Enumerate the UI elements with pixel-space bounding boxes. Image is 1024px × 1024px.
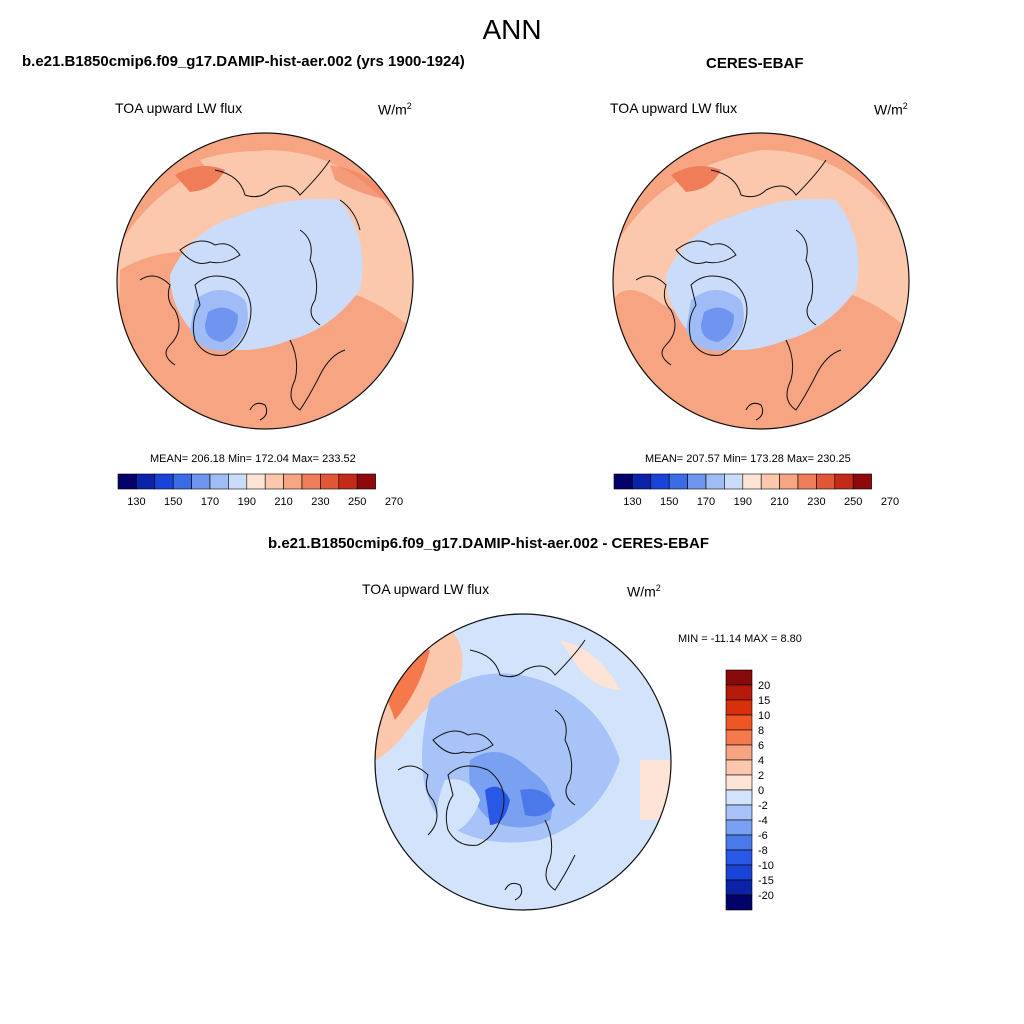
diff-colorbar-tick-label: 2 — [758, 770, 764, 782]
diff-colorbar-swatch — [725, 804, 753, 821]
colorbar-swatch — [816, 473, 836, 490]
colorbar-swatch — [320, 473, 340, 490]
colorbar-tick-label: 190 — [238, 496, 256, 508]
obs-variable-label: TOA upward LW flux — [610, 100, 738, 116]
diff-colorbar-tick-label: 0 — [758, 785, 764, 797]
diff-variable-label: TOA upward LW flux — [362, 581, 490, 597]
colorbar-swatch — [154, 473, 174, 490]
diff-colorbar-tick-label: 10 — [758, 710, 770, 722]
colorbar-swatch — [301, 473, 321, 490]
diff-colorbar-tick-label: 8 — [758, 725, 764, 737]
diff-stats: MIN = -11.14 MAX = 8.80 — [678, 633, 802, 645]
colorbar-swatch — [650, 473, 670, 490]
diff-colorbar-swatch — [725, 699, 753, 716]
colorbar-swatch — [209, 473, 229, 490]
colorbar-swatch — [632, 473, 652, 490]
colorbar-tick-label: 230 — [807, 496, 825, 508]
colorbar-swatch — [356, 473, 376, 490]
diff-colorbar-swatch — [725, 789, 753, 806]
colorbar-tick-label: 270 — [385, 496, 403, 508]
diff-colorbar-tick-label: -10 — [758, 860, 774, 872]
diff-colorbar-swatch — [725, 669, 753, 686]
model-polar-map — [117, 133, 413, 429]
diff-colorbar-tick-label: -20 — [758, 890, 774, 902]
diff-colorbar-tick-label: -15 — [758, 875, 774, 887]
colorbar-swatch — [172, 473, 192, 490]
colorbar-tick-label: 190 — [734, 496, 752, 508]
diff-polar-map — [375, 614, 671, 910]
colorbar-tick-label: 170 — [201, 496, 219, 508]
colorbar-tick-label: 230 — [311, 496, 329, 508]
colorbar-tick-label: 150 — [164, 496, 182, 508]
diff-colorbar-tick-label: 6 — [758, 740, 764, 752]
colorbar-tick-label: 250 — [348, 496, 366, 508]
colorbar-swatch — [779, 473, 799, 490]
colorbar-swatch — [724, 473, 744, 490]
model-units: W/m2 — [378, 101, 412, 118]
colorbar-tick-label: 270 — [881, 496, 899, 508]
colorbar-tick-label: 130 — [127, 496, 145, 508]
colorbar-tick-label: 250 — [844, 496, 862, 508]
figure-title: ANN — [482, 14, 542, 45]
colorbar-swatch — [705, 473, 725, 490]
diff-colorbar-swatch — [725, 759, 753, 776]
model-panel-title: b.e21.B1850cmip6.f09_g17.DAMIP-hist-aer.… — [22, 53, 465, 70]
colorbar-swatch — [668, 473, 688, 490]
colorbar-swatch — [264, 473, 284, 490]
colorbar-swatch — [191, 473, 211, 490]
colorbar-swatch — [117, 473, 137, 490]
colorbar-swatch — [742, 473, 762, 490]
diff-colorbar-swatch — [725, 879, 753, 896]
diff-colorbar-swatch — [725, 864, 753, 881]
colorbar-swatch — [613, 473, 633, 490]
diff-panel-title: b.e21.B1850cmip6.f09_g17.DAMIP-hist-aer.… — [268, 535, 709, 552]
obs-units: W/m2 — [874, 101, 908, 118]
colorbar-swatch — [246, 473, 266, 490]
diff-colorbar-tick-label: -8 — [758, 845, 768, 857]
diff-colorbar-swatch — [725, 684, 753, 701]
diff-colorbar-swatch — [725, 774, 753, 791]
obs-colorbar: 130 150 170 190 210 230 250 270 — [613, 473, 899, 508]
colorbar-tick-label: 210 — [274, 496, 292, 508]
diff-colorbar-tick-label: -6 — [758, 830, 768, 842]
model-stats: MEAN= 206.18 Min= 172.04 Max= 233.52 — [150, 453, 356, 465]
colorbar-swatch — [834, 473, 854, 490]
model-colorbar: 130 150 170 190 210 230 250 270 — [117, 473, 403, 508]
diff-colorbar-tick-label: 20 — [758, 680, 770, 692]
colorbar-tick-label: 150 — [660, 496, 678, 508]
obs-stats: MEAN= 207.57 Min= 173.28 Max= 230.25 — [645, 453, 851, 465]
diff-colorbar-tick-label: -2 — [758, 800, 768, 812]
obs-polar-map — [613, 133, 909, 429]
diff-colorbar-swatch — [725, 744, 753, 761]
model-variable-label: TOA upward LW flux — [115, 100, 243, 116]
diff-colorbar-swatch — [725, 834, 753, 851]
colorbar-swatch — [228, 473, 248, 490]
colorbar-swatch — [797, 473, 817, 490]
colorbar-swatch — [283, 473, 303, 490]
model-coastlines — [139, 159, 361, 421]
diff-colorbar-tick-label: -4 — [758, 815, 768, 827]
colorbar-swatch — [136, 473, 156, 490]
colorbar-swatch — [760, 473, 780, 490]
colorbar-tick-label: 130 — [623, 496, 641, 508]
diff-colorbar-swatch — [725, 849, 753, 866]
colorbar-tick-label: 210 — [770, 496, 788, 508]
diff-colorbar-swatch — [725, 819, 753, 836]
obs-coastlines — [635, 159, 842, 421]
diff-colorbar-swatch — [725, 894, 753, 911]
obs-panel-title: CERES-EBAF — [706, 55, 804, 72]
diff-colorbar-tick-label: 4 — [758, 755, 764, 767]
diff-units: W/m2 — [627, 583, 661, 600]
diff-colorbar-swatch — [725, 714, 753, 731]
diff-colorbar-swatch — [725, 729, 753, 746]
colorbar-swatch — [338, 473, 358, 490]
colorbar-tick-label: 170 — [697, 496, 715, 508]
colorbar-swatch — [687, 473, 707, 490]
colorbar-swatch — [852, 473, 872, 490]
diff-colorbar-tick-label: 15 — [758, 695, 770, 707]
diff-coastlines — [397, 639, 586, 901]
